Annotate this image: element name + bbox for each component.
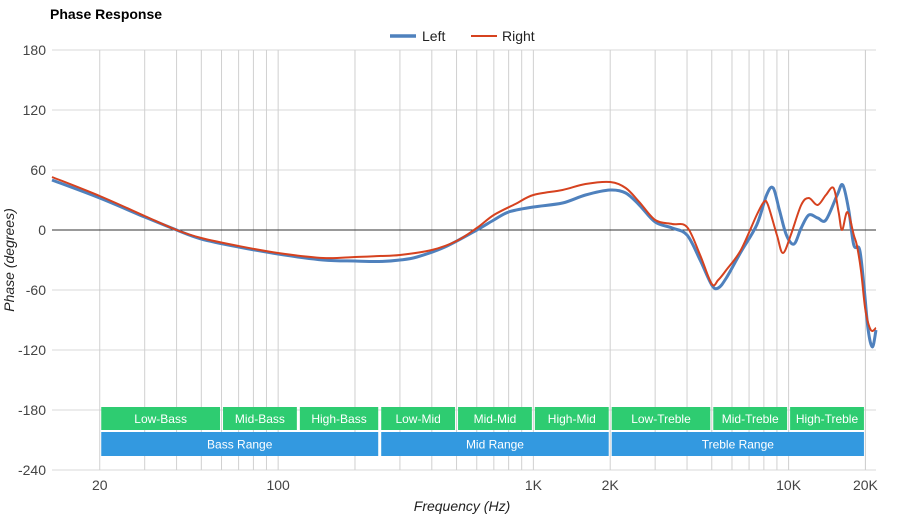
range-band bbox=[299, 407, 379, 430]
y-tick-label: 60 bbox=[30, 162, 46, 178]
legend-label-left[interactable]: Left bbox=[422, 28, 445, 44]
range-band-label: Low-Mid bbox=[395, 412, 440, 426]
x-tick-label: 10K bbox=[776, 477, 802, 493]
legend-label-right[interactable]: Right bbox=[502, 28, 535, 44]
range-band-label: Mid-Mid bbox=[474, 412, 517, 426]
range-band-label: Mid Range bbox=[466, 438, 524, 452]
range-band-label: Low-Treble bbox=[631, 412, 691, 426]
x-tick-label: 20 bbox=[92, 477, 108, 493]
range-band-label: Treble Range bbox=[702, 438, 775, 452]
range-band-label: Mid-Bass bbox=[235, 412, 285, 426]
range-band bbox=[458, 407, 532, 430]
y-tick-label: -120 bbox=[18, 342, 46, 358]
x-tick-label: 2K bbox=[602, 477, 620, 493]
x-tick-label: 1K bbox=[525, 477, 543, 493]
chart-title: Phase Response bbox=[50, 6, 162, 22]
y-axis-ticks: 180 120 60 0 -60 -120 -180 -240 bbox=[18, 42, 46, 478]
range-band-label: Mid-Treble bbox=[722, 412, 779, 426]
y-tick-label: -180 bbox=[18, 402, 46, 418]
range-band bbox=[101, 407, 221, 430]
y-tick-label: 120 bbox=[23, 102, 47, 118]
y-tick-label: -240 bbox=[18, 462, 46, 478]
range-band bbox=[611, 407, 711, 430]
range-band-label: High-Mid bbox=[548, 412, 596, 426]
range-band bbox=[713, 407, 788, 430]
y-tick-label: -60 bbox=[26, 282, 46, 298]
range-band-label: Low-Bass bbox=[134, 412, 187, 426]
range-band-label: High-Treble bbox=[796, 412, 859, 426]
x-axis-ticks: 20 100 1K 2K 10K 20K bbox=[92, 477, 879, 493]
frequency-range-bands: Low-Bass Mid-Bass High-Bass Low-Mid Mid-Mid H… bbox=[101, 407, 864, 456]
range-band bbox=[381, 407, 456, 430]
range-band-label: Bass Range bbox=[207, 438, 273, 452]
range-band bbox=[223, 407, 297, 430]
series-lines bbox=[51, 176, 878, 349]
series-line-left bbox=[51, 178, 878, 349]
range-band bbox=[790, 407, 864, 430]
x-tick-label: 100 bbox=[266, 477, 290, 493]
legend: Left Right bbox=[390, 28, 535, 44]
range-band bbox=[381, 432, 609, 456]
range-band bbox=[611, 432, 864, 456]
x-axis-label: Frequency (Hz) bbox=[414, 498, 510, 514]
range-band-label: High-Bass bbox=[311, 412, 366, 426]
range-band bbox=[534, 407, 609, 430]
x-tick-label: 20K bbox=[853, 477, 879, 493]
range-band bbox=[101, 432, 379, 456]
y-tick-label: 180 bbox=[23, 42, 47, 58]
y-tick-label: 0 bbox=[38, 222, 46, 238]
y-axis-label: Phase (degrees) bbox=[1, 208, 17, 312]
series-line-right bbox=[51, 176, 877, 332]
